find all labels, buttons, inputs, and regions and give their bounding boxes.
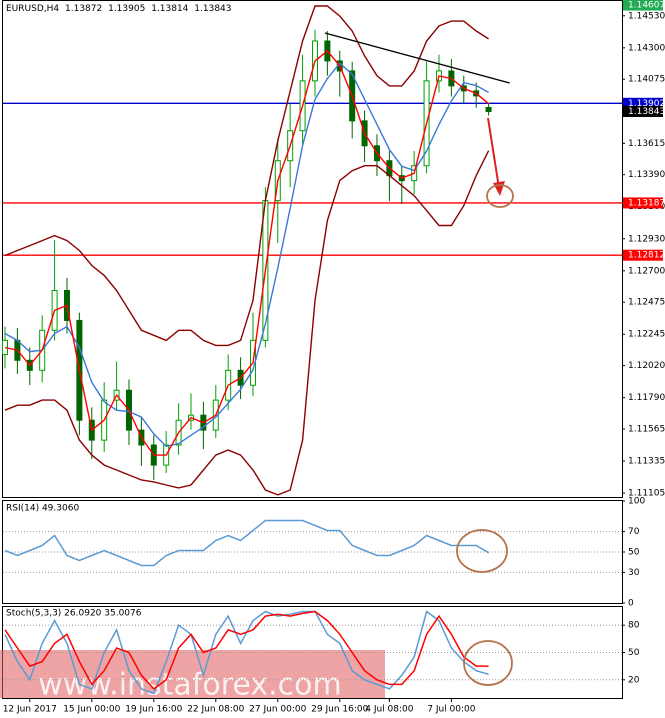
y-tick-label: 1.11105 — [628, 489, 665, 499]
y-tick-label: 1.14300 — [628, 43, 665, 53]
y-tick-label: 80 — [628, 621, 640, 631]
x-tick-label: 15 Jun 00:00 — [63, 705, 120, 715]
highlight-circle — [486, 184, 514, 208]
watermark-band — [0, 650, 385, 698]
y-tick-label: 1.11565 — [628, 424, 665, 434]
y-tick-label: 1.12475 — [628, 298, 665, 308]
price-box-label: 1.13902 — [628, 99, 665, 109]
x-tick-label: 19 Jun 16:00 — [125, 705, 182, 715]
y-tick-label: 70 — [628, 527, 640, 537]
candle-body — [485, 106, 492, 113]
price-box — [623, 197, 663, 209]
header: EURUSD,H4 1.13872 1.13905 1.13814 1.1384… — [6, 4, 232, 14]
y-tick-label: 1.14075 — [628, 75, 665, 85]
y-tick-label: 1.11335 — [628, 457, 665, 467]
y-tick-label: 1.11790 — [628, 393, 665, 403]
y-tick-label: 1.14530 — [628, 11, 665, 21]
highlight-circle — [463, 640, 513, 686]
y-tick-label: 30 — [628, 568, 640, 578]
last-high: 1.13905 — [108, 4, 145, 14]
main-panel — [2, 0, 623, 498]
trend-line — [324, 32, 510, 84]
y-tick-label: 1.12700 — [628, 266, 665, 276]
y-tick-label: 0 — [628, 599, 634, 609]
oscillator-line — [4, 519, 489, 567]
y-tick-label: 20 — [628, 675, 640, 685]
last-close: 1.13843 — [194, 4, 231, 14]
price-box — [623, 97, 663, 109]
arrow — [487, 117, 500, 189]
y-tick-label: 50 — [628, 648, 640, 658]
y-tick-label: 1.12020 — [628, 361, 665, 371]
indicator-line — [4, 5, 489, 347]
indicator-line — [4, 62, 489, 448]
symbol: EURUSD,H4 — [6, 4, 59, 14]
y-tick-label: 100 — [628, 497, 645, 507]
x-tick-label: 12 Jun 2017 — [3, 705, 57, 715]
highlight-circle — [456, 529, 508, 573]
last-open: 1.13872 — [65, 4, 102, 14]
y-tick-label: 1.12930 — [628, 234, 665, 244]
watermark: www.instaforex.com — [38, 668, 341, 703]
oscillator-line — [4, 610, 489, 690]
price-box-label: 1.13187 — [628, 198, 665, 208]
y-tick-label: 1.13390 — [628, 170, 665, 180]
rsi-title: RSI(14) 49.3060 — [6, 504, 79, 514]
y-tick-label: 1.13615 — [628, 139, 665, 149]
x-tick-label: 7 Jul 00:00 — [427, 705, 476, 715]
price-box-label: 1.12812 — [628, 251, 665, 261]
price-box-label: 1.13843 — [628, 107, 665, 117]
y-tick-label: 50 — [628, 548, 640, 558]
indicator-line — [4, 49, 490, 456]
price-box — [623, 249, 663, 261]
indicator-line — [4, 150, 490, 496]
last-low: 1.13814 — [151, 4, 188, 14]
price-box-label: 1.14607 — [628, 1, 665, 11]
y-tick-label: 1.12245 — [628, 330, 665, 340]
price-box — [623, 106, 663, 118]
x-tick-label: 27 Jun 00:00 — [249, 705, 306, 715]
price-box — [623, 0, 663, 11]
x-tick-label: 4 Jul 08:00 — [365, 705, 414, 715]
x-tick-label: 22 Jun 08:00 — [187, 705, 244, 715]
x-tick-label: 29 Jun 16:00 — [311, 705, 368, 715]
stoch-title: Stoch(5,3,3) 26.0920 35.0076 — [6, 609, 142, 619]
